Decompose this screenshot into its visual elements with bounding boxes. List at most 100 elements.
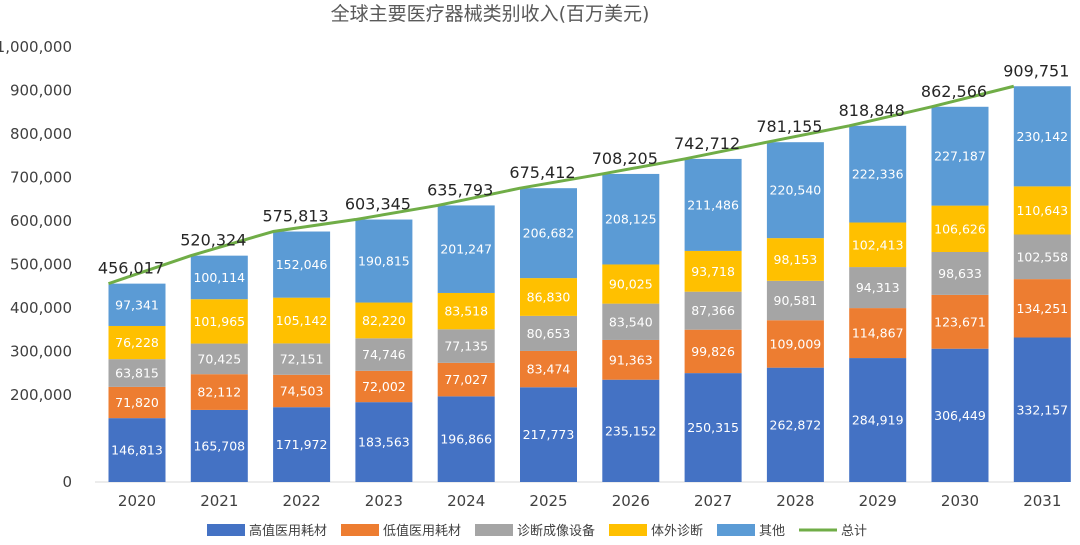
y-tick-label: 300,000 — [10, 343, 72, 361]
chart-title: 全球主要医疗器械类别收入(百万美元) — [331, 3, 650, 25]
bar-value-label: 262,872 — [770, 417, 822, 432]
bar-segment — [437, 205, 495, 293]
bar-segment — [190, 409, 248, 482]
bar-segment — [437, 396, 495, 482]
y-tick-label: 700,000 — [10, 169, 72, 187]
total-value-label: 675,412 — [509, 163, 575, 182]
y-tick-label: 500,000 — [10, 256, 72, 274]
line-layer — [108, 84, 1015, 286]
bar-value-label: 235,152 — [605, 423, 657, 438]
bar-segment — [520, 315, 577, 351]
bar-value-label: 306,449 — [934, 408, 986, 423]
bar-segment — [849, 308, 907, 359]
bar-value-label: 72,002 — [362, 379, 406, 394]
bar-value-label: 72,151 — [280, 352, 324, 367]
bar-value-label: 90,025 — [609, 277, 653, 292]
bar-segment — [931, 251, 989, 295]
bar-segment — [766, 320, 824, 368]
y-tick-label: 1,000,000 — [0, 38, 72, 56]
axis-layer: 0 200,000 300,000 400,000 500,000 600,000 700,… — [0, 38, 1061, 510]
bar-value-label: 83,474 — [527, 362, 571, 377]
y-tick-label: 600,000 — [10, 212, 72, 230]
bar-segment — [437, 292, 495, 330]
y-tick-label: 900,000 — [10, 82, 72, 100]
bar-value-label: 165,708 — [193, 438, 245, 453]
x-tick-label: 2031 — [1023, 492, 1061, 510]
bar-value-label: 222,336 — [852, 167, 904, 182]
bar-segment — [602, 173, 660, 265]
bar-segment — [766, 280, 824, 321]
bar-segment — [602, 303, 660, 340]
bar-segment — [520, 387, 577, 482]
legend-swatch — [717, 524, 755, 536]
bar-value-label: 82,220 — [362, 313, 406, 328]
bar-segment — [355, 402, 413, 482]
bar-segment — [437, 329, 495, 363]
bar-value-label: 227,187 — [934, 149, 986, 164]
total-value-label: 862,566 — [921, 82, 987, 101]
bar-value-label: 284,919 — [852, 413, 904, 428]
bar-value-label: 196,866 — [440, 432, 492, 447]
bar-value-label: 208,125 — [605, 212, 657, 227]
bar-value-label: 201,247 — [440, 242, 492, 257]
legend-swatch — [475, 524, 513, 536]
bar-segment — [355, 219, 413, 303]
bar-value-label: 77,027 — [444, 372, 488, 387]
legend-swatch — [207, 524, 245, 536]
bar-segment — [1013, 337, 1071, 482]
x-tick-label: 2021 — [200, 492, 238, 510]
bar-value-label: 99,826 — [691, 344, 735, 359]
bar-segment — [931, 294, 989, 349]
bar-segment — [190, 255, 248, 300]
bar-segment — [602, 379, 660, 482]
bar-segment — [602, 339, 660, 380]
bar-value-label: 74,503 — [280, 383, 324, 398]
bar-segment — [273, 297, 331, 344]
bar-segment — [1013, 279, 1071, 338]
x-tick-label: 2027 — [694, 492, 732, 510]
bar-value-label: 332,157 — [1016, 402, 1068, 417]
bar-value-label: 83,518 — [444, 304, 488, 319]
bar-segment — [931, 205, 989, 252]
bar-value-label: 109,009 — [770, 336, 822, 351]
bar-segment — [108, 418, 166, 482]
x-tick-label: 2023 — [365, 492, 403, 510]
bar-segment — [684, 158, 742, 251]
bar-value-label: 83,540 — [609, 314, 653, 329]
legend-label: 体外诊断 — [651, 524, 703, 539]
bar-value-label: 183,563 — [358, 435, 410, 450]
bar-value-label: 114,867 — [852, 326, 904, 341]
bar-segment — [520, 188, 577, 279]
legend-swatch — [341, 524, 379, 536]
bar-value-label: 102,413 — [852, 237, 904, 252]
bar-segment — [355, 302, 413, 339]
total-value-label: 742,712 — [674, 134, 740, 153]
bar-value-label: 98,633 — [938, 266, 982, 281]
bar-segment — [931, 106, 989, 206]
bar-value-label: 110,643 — [1016, 203, 1068, 218]
bar-segment — [849, 125, 907, 223]
bar-segment — [190, 299, 248, 344]
bar-segment — [602, 264, 660, 304]
x-tick-label: 2022 — [283, 492, 321, 510]
bar-segment — [849, 222, 907, 268]
bar-segment — [766, 142, 824, 239]
total-value-label: 635,793 — [427, 180, 493, 199]
bar-value-label: 146,813 — [111, 443, 163, 458]
bar-segment — [849, 267, 907, 309]
bar-segment — [273, 374, 331, 408]
bar-value-label: 100,114 — [193, 270, 245, 285]
bar-value-label: 211,486 — [687, 197, 739, 212]
bar-segment — [931, 348, 989, 482]
labels-layer: 146,813 71,820 63,815 76,228 97,341 165,708 82… — [98, 61, 1069, 457]
x-tick-label: 2030 — [941, 492, 979, 510]
bar-value-label: 91,363 — [609, 352, 653, 367]
bar-value-label: 93,718 — [691, 264, 735, 279]
bar-value-label: 152,046 — [276, 257, 328, 272]
bar-segment — [108, 283, 166, 326]
bar-value-label: 105,142 — [276, 313, 328, 328]
bars-layer — [108, 86, 1071, 482]
y-tick-label: 0 — [62, 473, 72, 491]
legend-label: 低值医用耗材 — [383, 523, 461, 539]
total-value-label: 575,813 — [263, 207, 329, 226]
